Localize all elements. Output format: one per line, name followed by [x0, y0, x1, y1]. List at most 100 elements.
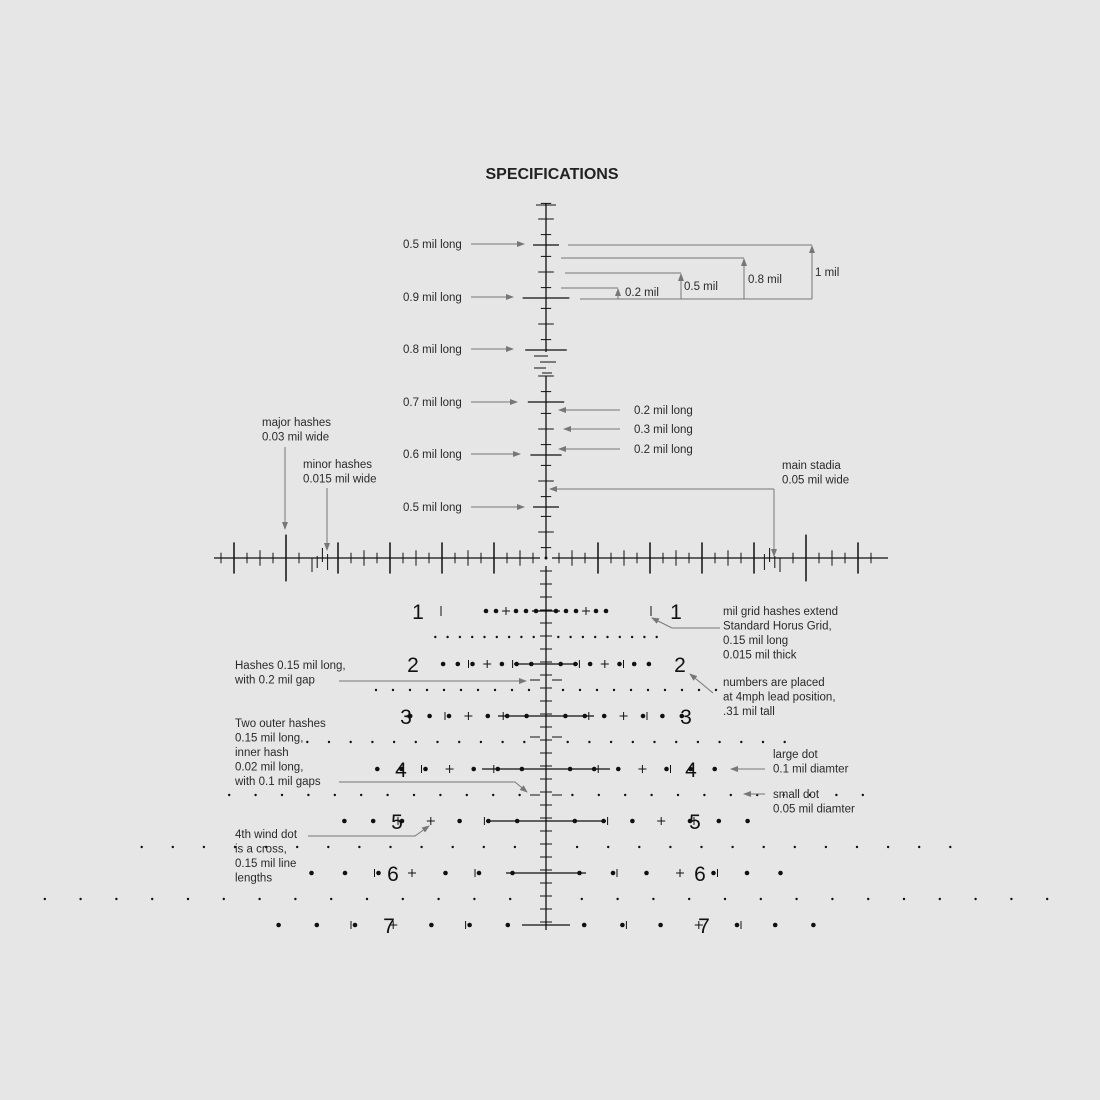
large-dot — [644, 870, 649, 876]
hashes-gap-note: Hashes 0.15 mil long, — [235, 660, 346, 672]
row-number: 5 — [391, 811, 403, 834]
small-dot — [386, 793, 389, 797]
small-dot — [151, 897, 154, 901]
small-dot — [740, 740, 743, 744]
small-dot — [365, 897, 369, 901]
large-dot — [687, 818, 693, 824]
small-dot — [669, 845, 672, 849]
center-dot — [544, 556, 548, 560]
hash-length-label: 0.9 mil long — [403, 292, 462, 304]
row-number: 1 — [670, 601, 682, 624]
large-dot — [314, 922, 320, 928]
small-dot — [680, 688, 684, 692]
small-dot — [520, 635, 523, 639]
large-dot — [467, 922, 472, 928]
large-dot — [423, 766, 428, 772]
small-dot — [616, 897, 619, 901]
small-dot — [696, 740, 700, 744]
small-dot — [510, 688, 514, 692]
large-dot — [505, 922, 511, 928]
large-dot — [476, 870, 482, 876]
small-dot — [578, 688, 582, 692]
large-dot — [688, 766, 693, 772]
arrow — [651, 617, 720, 629]
small-dot — [886, 845, 890, 849]
small-dot — [258, 897, 261, 901]
small-dot — [867, 897, 870, 901]
large-dot — [716, 818, 722, 824]
small-dot — [518, 793, 521, 797]
small-dot — [228, 793, 231, 797]
large-dot — [711, 870, 716, 876]
large-dot — [617, 661, 622, 667]
large-dot — [573, 608, 579, 614]
large-dot — [553, 608, 559, 614]
hashes-gap-note: with 0.2 mil gap — [234, 675, 315, 687]
small-dot — [588, 740, 591, 744]
small-dot — [458, 635, 462, 639]
hash-length-label: 0.5 mil long — [403, 239, 462, 251]
small-dot — [714, 688, 718, 692]
outer-hashes-note: 0.02 mil long, — [235, 762, 303, 774]
small-dot — [575, 845, 579, 849]
large-dot — [446, 713, 452, 719]
large-dot — [352, 922, 358, 928]
small-dot — [507, 635, 511, 639]
small-dot — [374, 688, 378, 692]
large-dot — [510, 870, 515, 876]
small-dot — [495, 635, 498, 639]
small-dot — [675, 740, 678, 744]
large-dot — [593, 608, 599, 614]
small-dot — [330, 897, 333, 901]
small-dot — [333, 793, 336, 797]
small-dot — [482, 845, 485, 849]
large-dot — [533, 608, 539, 614]
large-dot — [514, 661, 519, 667]
row-number: 5 — [689, 811, 701, 834]
hash-length-label: 0.8 mil long — [403, 344, 462, 356]
large-dot — [616, 766, 621, 772]
small-dot — [264, 845, 268, 849]
small-dot — [697, 688, 701, 692]
small-dot — [439, 793, 442, 797]
small-dot — [835, 793, 838, 797]
grid-hashes-note: 0.15 mil long — [723, 635, 788, 647]
small-dot — [1046, 897, 1049, 901]
small-dot — [186, 897, 190, 901]
small-dot-note: small dot — [773, 789, 820, 801]
hash-length-label: 0.3 mil long — [634, 424, 693, 436]
row-number: 2 — [674, 654, 686, 677]
large-dot — [640, 713, 646, 719]
large-dot — [658, 922, 663, 928]
small-dot — [408, 688, 412, 692]
small-dot — [831, 897, 834, 901]
large-dot — [558, 661, 563, 667]
small-dot — [501, 740, 504, 744]
small-dot — [327, 845, 330, 849]
row-number: 3 — [400, 706, 412, 729]
large-dot — [587, 661, 593, 667]
small-dot — [824, 845, 828, 849]
large-dot — [811, 922, 816, 928]
minor-hashes-note: minor hashes — [303, 459, 372, 471]
small-dot — [618, 635, 621, 639]
large-dot — [712, 766, 717, 772]
small-dot — [412, 793, 416, 797]
large-dot — [523, 608, 529, 614]
large-dot — [577, 870, 582, 876]
large-dot — [603, 608, 609, 614]
small-dot — [569, 635, 572, 639]
small-dot — [391, 688, 395, 692]
small-dot — [527, 688, 531, 692]
small-dot — [861, 793, 864, 797]
small-dot — [79, 897, 82, 901]
hash-length-label: 0.7 mil long — [403, 397, 462, 409]
large-dot — [744, 870, 750, 876]
small-dot — [451, 845, 454, 849]
small-dot — [759, 897, 762, 901]
grid-hashes-note: Standard Horus Grid, — [723, 621, 832, 633]
arrow — [308, 825, 430, 837]
small-dot — [653, 740, 656, 744]
small-dot — [630, 635, 634, 639]
wind-dot-note: 4th wind dot — [235, 829, 298, 841]
